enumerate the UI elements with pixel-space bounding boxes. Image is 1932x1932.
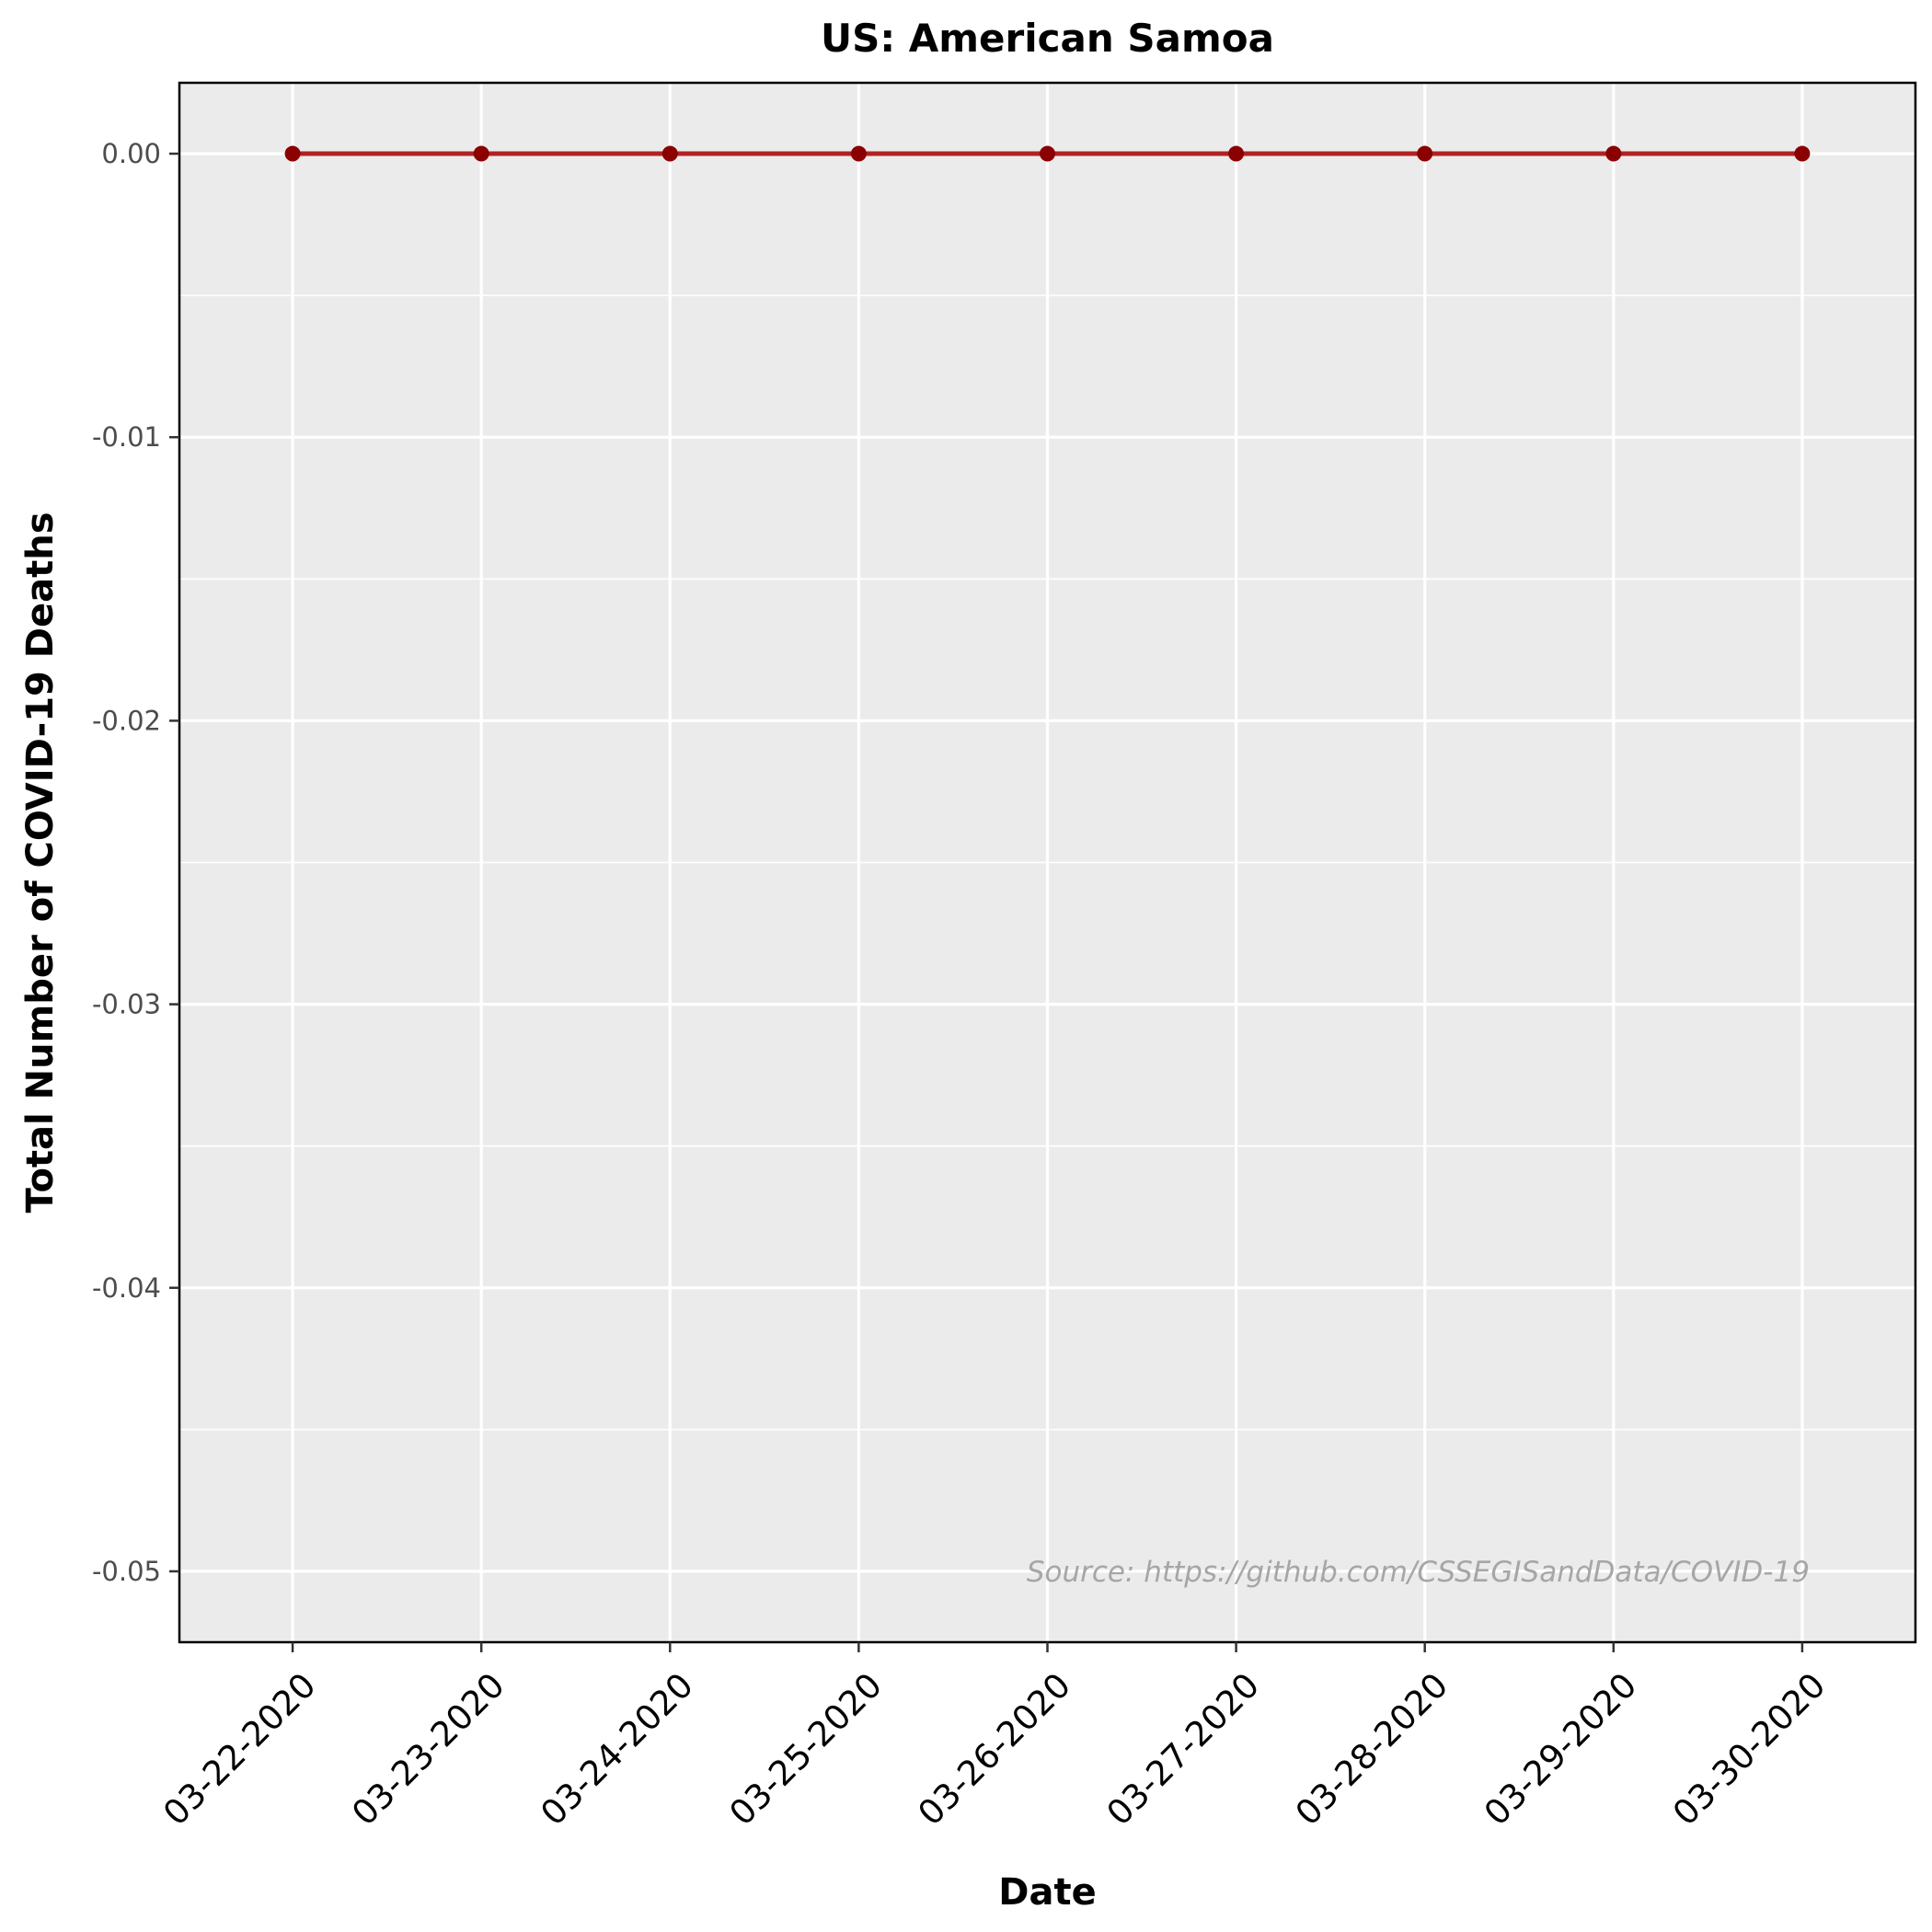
data-point [284,145,301,162]
y-axis-label: Total Number of COVID-19 Deaths [19,512,62,1213]
y-tick-label: -0.04 [92,1272,161,1304]
data-point [661,145,678,162]
y-tick-label: -0.02 [92,705,161,736]
data-point [473,145,489,162]
data-point [1228,145,1245,162]
y-tick-label: 0.00 [101,138,161,169]
y-tick-label: -0.01 [92,421,161,453]
data-point [1417,145,1433,162]
series-layer [284,145,1811,162]
y-tick-label: -0.05 [92,1556,161,1587]
y-tick-label: -0.03 [92,989,161,1020]
data-point [1605,145,1622,162]
x-tick-label: 03-28-2020 [1288,1665,1455,1833]
x-axis-label: Date [998,1871,1096,1914]
x-tick-label: 03-24-2020 [533,1665,700,1833]
data-point [1040,145,1055,162]
x-tick-label: 03-29-2020 [1477,1665,1644,1833]
x-tick-label: 03-26-2020 [911,1665,1078,1833]
grid-major [179,83,1915,1642]
source-annotation: Source: https://github.com/CSSEGISandDat… [1027,1556,1810,1589]
chart-title: US: American Samoa [821,16,1274,61]
x-tick-label: 03-23-2020 [344,1665,512,1833]
x-tick-label: 03-25-2020 [722,1665,890,1833]
data-point [850,145,867,162]
x-tick-label: 03-22-2020 [155,1665,323,1833]
x-tick-label: 03-27-2020 [1099,1665,1267,1833]
data-point [1794,145,1811,162]
x-tick-label: 03-30-2020 [1665,1665,1833,1833]
y-axis: 0.00 -0.01 -0.02 -0.03 -0.04 -0.05 [92,138,179,1587]
x-axis: 03-22-2020 03-23-2020 03-24-2020 03-25-2020… [155,1642,1834,1834]
